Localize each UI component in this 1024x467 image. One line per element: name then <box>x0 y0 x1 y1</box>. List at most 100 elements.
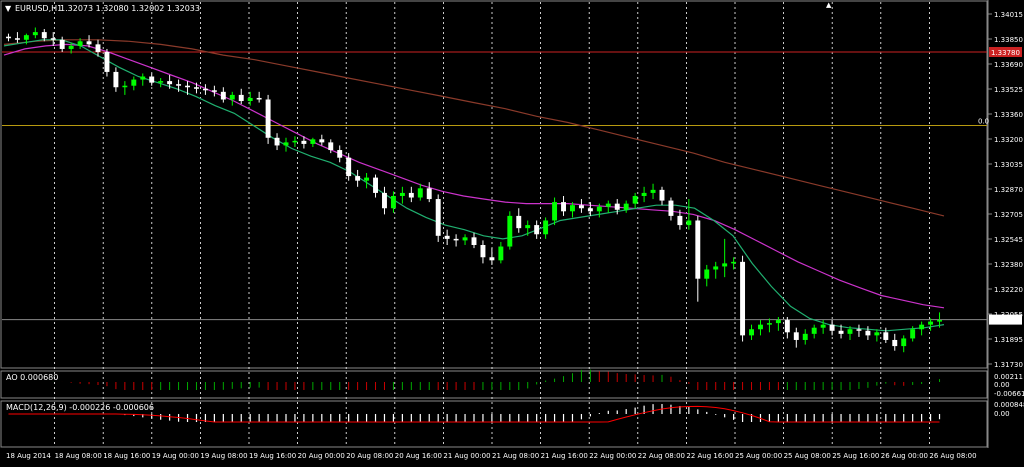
price-tick-label: 1.34015 <box>994 11 1023 19</box>
candle-body <box>265 99 271 138</box>
candle-body <box>874 332 880 336</box>
candle-body <box>740 261 746 336</box>
candle-body <box>6 36 11 39</box>
time-tick-label: 20 Aug 00:00 <box>298 452 345 460</box>
candle-body <box>337 150 343 158</box>
price-tick-label: 1.33200 <box>994 136 1023 144</box>
price-tick-label: 1.32705 <box>994 211 1023 219</box>
red-price-tag-label: 1.33780 <box>991 49 1020 57</box>
price-tick-label: 1.32380 <box>994 261 1023 269</box>
candle-body <box>283 142 289 146</box>
candle-body <box>319 139 325 143</box>
time-tick-label: 25 Aug 08:00 <box>784 452 831 460</box>
candle-body <box>390 195 396 209</box>
price-tick-label: 1.31730 <box>994 361 1023 369</box>
macd-axis: 0.0008480.00 <box>994 401 1024 418</box>
ohlc-readout: 1.32073 1.32080 1.32002 1.32033 <box>60 4 200 13</box>
candle-body <box>247 97 253 102</box>
dropdown-arrow-icon[interactable]: ▼ <box>5 4 12 13</box>
candle-body <box>95 44 101 53</box>
candle-body <box>301 140 307 144</box>
candle-body <box>498 246 504 261</box>
candle-body <box>892 339 898 347</box>
candle-body <box>704 269 710 279</box>
candle-body <box>641 192 647 196</box>
time-tick-label: 22 Aug 08:00 <box>638 452 685 460</box>
ma-mid-line <box>3 43 945 309</box>
ao-histogram <box>52 369 941 390</box>
candle-body <box>829 324 835 331</box>
candle-body <box>605 203 611 207</box>
candle-body <box>176 84 182 86</box>
candle-body <box>194 87 199 89</box>
time-tick-label: 26 Aug 00:00 <box>881 452 928 460</box>
candle-body <box>793 332 799 340</box>
candle-body <box>820 324 826 328</box>
price-tick-label: 1.32870 <box>994 186 1023 194</box>
current-price-tag <box>989 314 1022 325</box>
macd-histogram <box>8 404 941 423</box>
candle-body <box>185 85 190 88</box>
candle-body <box>59 39 65 49</box>
candle-body <box>713 266 719 270</box>
candle-body <box>274 137 280 146</box>
candle-body <box>758 324 763 330</box>
candle-body <box>77 41 83 46</box>
candle-body <box>802 333 808 340</box>
price-tick-label: 1.33035 <box>994 161 1023 169</box>
candle-body <box>489 257 495 261</box>
candle-body <box>847 329 853 334</box>
candle-body <box>901 338 907 347</box>
candle-body <box>883 332 889 340</box>
candle-body <box>202 88 208 91</box>
candle-body <box>158 81 164 83</box>
symbol-title: EURUSD,H1 <box>15 4 62 13</box>
candle-body <box>149 76 155 83</box>
time-tick-label: 18 Aug 08:00 <box>55 452 102 460</box>
candles <box>6 27 942 353</box>
time-tick-label: 18 Aug 16:00 <box>103 452 150 460</box>
candle-body <box>865 330 871 336</box>
price-tick-label: 1.33850 <box>994 36 1023 44</box>
candle-body <box>552 202 558 221</box>
macd-signal-line <box>8 405 940 423</box>
candle-body <box>50 38 56 40</box>
candle-body <box>167 81 173 85</box>
candle-body <box>543 220 549 235</box>
time-tick-label: 19 Aug 08:00 <box>200 452 247 460</box>
price-tick-label: 1.31895 <box>994 336 1023 344</box>
candle-body <box>355 176 361 181</box>
scroll-marker-icon[interactable]: ▲ <box>826 1 832 9</box>
candle-body <box>596 206 602 212</box>
panel-frames <box>0 0 989 448</box>
candle-body <box>140 76 146 80</box>
candle-body <box>462 237 468 241</box>
time-tick-label: 19 Aug 16:00 <box>249 452 296 460</box>
candle-body <box>14 38 20 40</box>
price-tick-label: 1.33360 <box>994 111 1023 119</box>
candle-body <box>86 41 92 45</box>
time-tick-label: 21 Aug 00:00 <box>443 452 490 460</box>
candle-body <box>668 200 674 216</box>
candle-body <box>131 79 137 86</box>
candle-body <box>211 90 217 92</box>
candle-body <box>578 205 584 209</box>
time-tick-label: 22 Aug 16:00 <box>686 452 733 460</box>
candle-body <box>784 320 790 333</box>
candle-body <box>686 220 692 226</box>
time-tick-label: 20 Aug 08:00 <box>346 452 393 460</box>
candle-body <box>23 35 29 40</box>
current-price-tag-label: 1.32033 <box>991 317 1020 325</box>
candle-body <box>444 235 450 239</box>
candle-body <box>650 189 656 193</box>
price-tick-label: 1.32545 <box>994 236 1023 244</box>
price-tick-label: 1.33690 <box>994 61 1023 69</box>
ma-fast-line <box>3 39 945 332</box>
candle-body <box>346 157 352 177</box>
candle-body <box>919 324 925 330</box>
candle-body <box>775 320 781 324</box>
candle-body <box>229 94 235 100</box>
